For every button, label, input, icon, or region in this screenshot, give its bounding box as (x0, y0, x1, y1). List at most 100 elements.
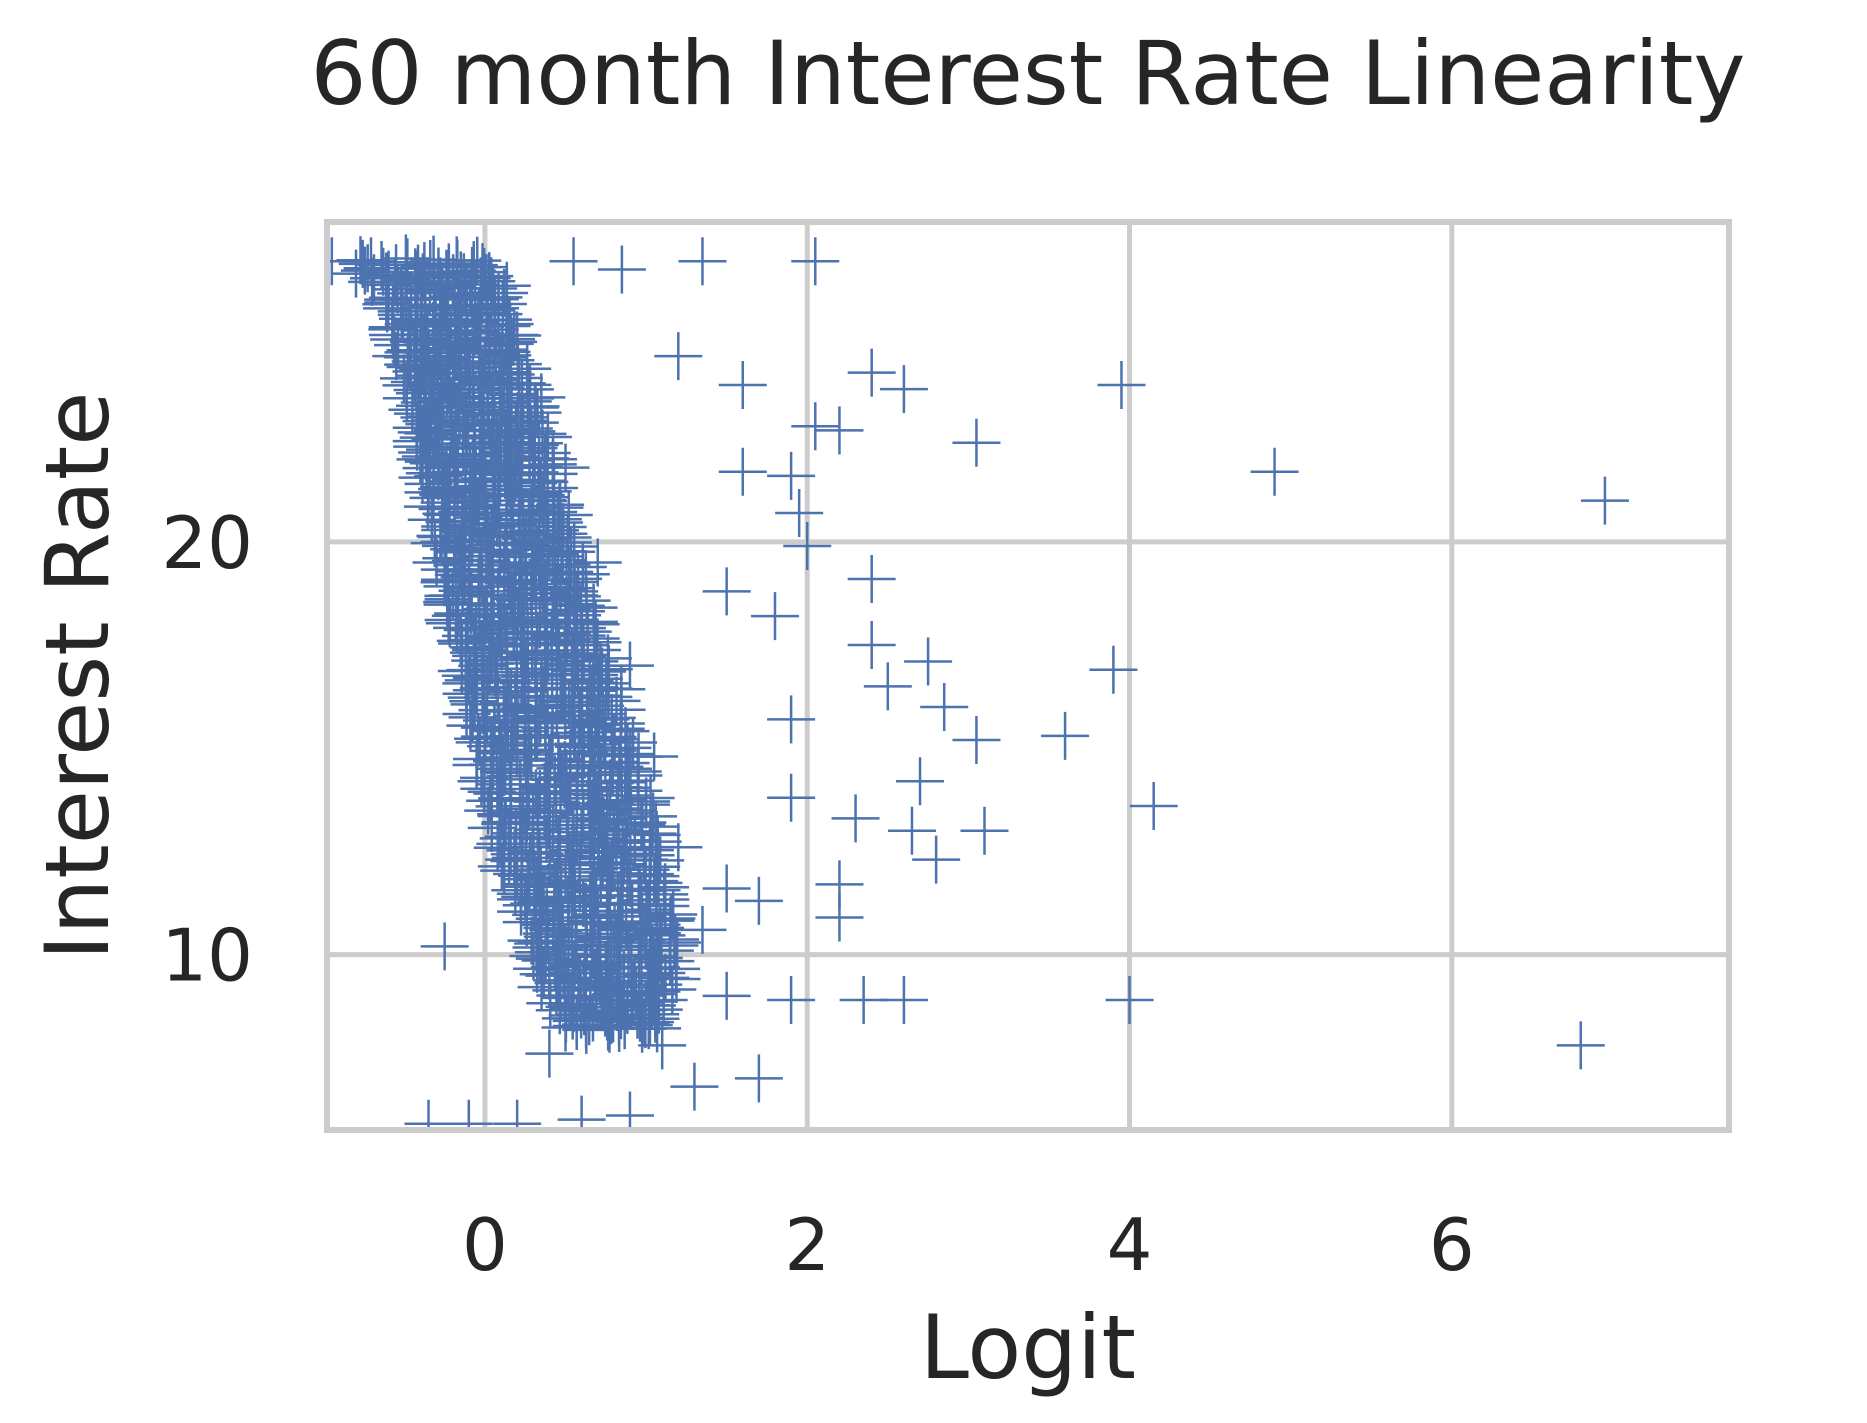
data-point (734, 876, 783, 925)
data-point (597, 245, 646, 294)
data-point (533, 951, 582, 1000)
data-point (718, 447, 767, 496)
y-axis-label: Interest Rate (26, 392, 129, 961)
data-point (420, 517, 469, 566)
data-point (952, 715, 1001, 764)
data-point (449, 677, 498, 726)
data-point (458, 243, 507, 292)
data-point (452, 654, 501, 703)
data-point (638, 1021, 687, 1070)
data-point (767, 451, 816, 500)
y-tick-labels: 10 20 (161, 501, 253, 998)
data-point (750, 592, 799, 641)
data-point (920, 682, 969, 731)
chart-title: 60 month Interest Rate Linearity (311, 22, 1746, 125)
data-point (503, 607, 552, 656)
x-tick-label: 2 (784, 1203, 830, 1287)
data-point (960, 806, 1009, 855)
data-point (557, 1095, 606, 1130)
data-point (896, 757, 945, 806)
data-point (904, 637, 953, 686)
data-point (606, 829, 655, 878)
data-point (791, 237, 840, 286)
data-point (500, 583, 549, 632)
data-point (541, 443, 590, 492)
data-point (404, 468, 453, 517)
data-point (412, 538, 461, 587)
data-point (631, 802, 680, 851)
data-point (678, 905, 727, 954)
data-point (791, 402, 840, 451)
data-point (952, 418, 1001, 467)
data-point (327, 237, 356, 286)
data-point (620, 835, 669, 884)
data-point (1105, 975, 1154, 1024)
data-point (605, 641, 654, 690)
data-point (420, 922, 469, 971)
data-point (462, 254, 511, 303)
y-tick-label: 10 (161, 914, 253, 998)
data-point (573, 538, 622, 587)
data-point (485, 835, 534, 884)
data-point (767, 975, 816, 1024)
data-point (647, 894, 696, 943)
x-tick-label: 0 (462, 1203, 508, 1287)
data-point (364, 278, 413, 327)
data-point (670, 1062, 719, 1111)
data-point (592, 676, 641, 725)
data-point (428, 571, 477, 620)
data-point (879, 975, 928, 1024)
data-points (327, 234, 1629, 1130)
data-point (879, 365, 928, 414)
data-point (702, 864, 751, 913)
data-point (847, 348, 896, 397)
data-point (630, 732, 679, 781)
data-point (609, 718, 658, 767)
data-point (767, 773, 816, 822)
data-point (839, 975, 888, 1024)
data-point (912, 835, 961, 884)
data-point (477, 790, 526, 839)
plot-frame (324, 219, 1732, 1133)
data-point (1556, 1021, 1605, 1070)
data-point (460, 248, 509, 297)
data-point (493, 1099, 542, 1130)
data-point (372, 332, 421, 381)
data-point (525, 1029, 574, 1078)
data-point (702, 971, 751, 1020)
data-point (501, 872, 550, 921)
data-point (1097, 361, 1146, 410)
data-point (1580, 476, 1629, 525)
data-point (497, 359, 546, 408)
data-point (456, 309, 505, 358)
data-point (549, 984, 598, 1033)
data-point (734, 1054, 783, 1103)
x-tick-label: 4 (1107, 1203, 1153, 1287)
data-point (678, 237, 727, 286)
data-point (847, 555, 896, 604)
data-point (388, 385, 437, 434)
data-point (493, 311, 542, 360)
data-point (702, 567, 751, 616)
data-point (404, 1099, 453, 1130)
data-point (453, 236, 502, 285)
data-point (618, 798, 667, 847)
data-point (530, 755, 579, 804)
data-point (439, 407, 488, 456)
data-point (517, 373, 566, 422)
data-point (775, 488, 824, 537)
data-point (718, 361, 767, 410)
data-point (626, 774, 675, 823)
data-point (863, 662, 912, 711)
y-tick-label: 20 (161, 501, 253, 585)
data-point (468, 740, 517, 789)
data-point (460, 703, 509, 752)
data-point (783, 521, 832, 570)
data-point (549, 237, 598, 286)
data-point (815, 893, 864, 942)
data-point (887, 806, 936, 855)
data-point (654, 823, 703, 872)
data-point (1041, 711, 1090, 760)
data-point (831, 794, 880, 843)
